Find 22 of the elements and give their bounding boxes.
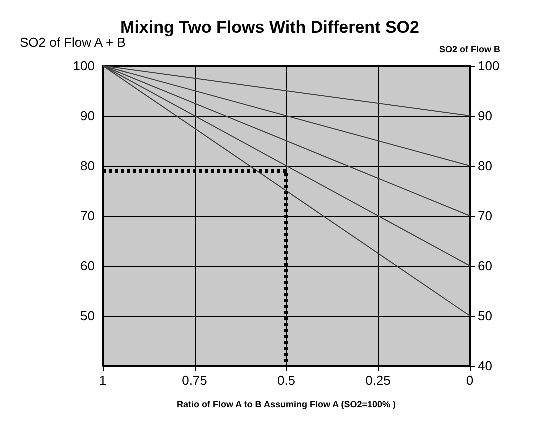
y2-tick-label: 60 xyxy=(478,258,492,274)
y2-tick-label: 50 xyxy=(478,308,492,324)
x-tick-label: 1 xyxy=(99,373,107,388)
x-tick-label: 0.25 xyxy=(366,373,391,388)
y2-tick-label: 90 xyxy=(478,108,492,124)
y2-tick-label: 100 xyxy=(478,58,500,74)
y-tick-label: 70 xyxy=(80,208,95,224)
y2-tick-label: 70 xyxy=(478,208,492,224)
y-axis-title: SO2 of Flow A + B xyxy=(20,35,126,50)
y2-axis-title: SO2 of Flow B xyxy=(439,44,501,54)
y2-tick-label: 40 xyxy=(478,358,492,374)
y-tick-label: 60 xyxy=(80,258,95,274)
y-tick-label: 90 xyxy=(80,108,95,124)
x-tick-label: 0.5 xyxy=(277,373,296,388)
y-tick-label: 100 xyxy=(73,58,95,74)
chart-title: Mixing Two Flows With Different SO2 xyxy=(120,18,420,37)
x-tick-label: 0.75 xyxy=(182,373,208,388)
x-tick-label: 0 xyxy=(466,373,474,388)
y2-tick-label: 80 xyxy=(478,158,492,174)
x-axis-title: Ratio of Flow A to B Assuming Flow A (SO2=100% ) xyxy=(176,400,396,410)
y-tick-label: 80 xyxy=(80,158,95,174)
y-tick-label: 50 xyxy=(80,308,95,324)
